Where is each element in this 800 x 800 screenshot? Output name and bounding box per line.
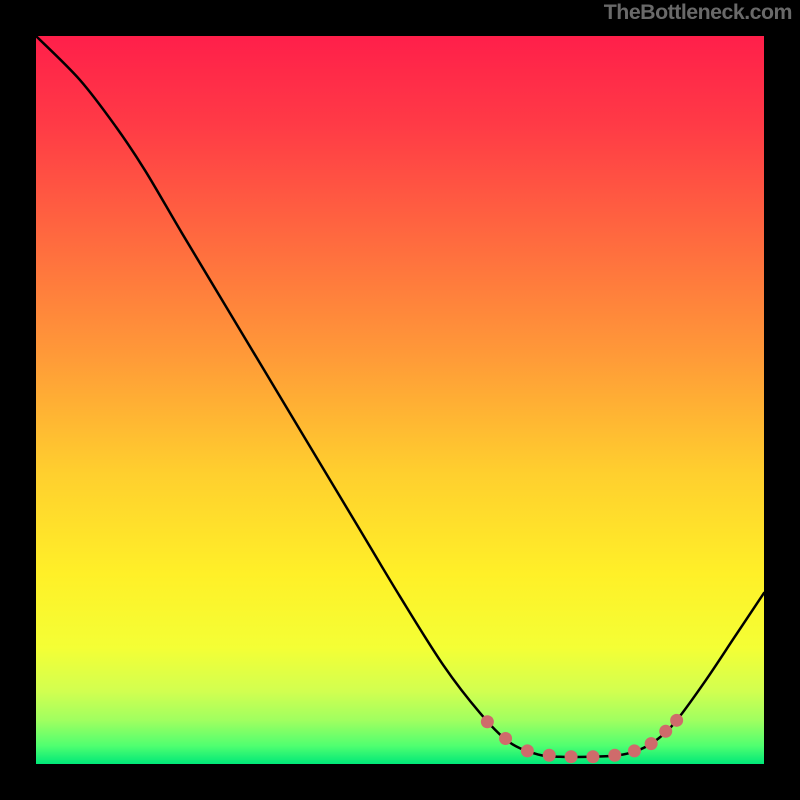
optimal-point-marker bbox=[565, 750, 578, 763]
optimal-point-marker bbox=[659, 725, 672, 738]
optimal-point-marker bbox=[628, 744, 641, 757]
optimal-point-marker bbox=[645, 737, 658, 750]
optimal-point-marker bbox=[608, 749, 621, 762]
optimal-point-marker bbox=[586, 750, 599, 763]
chart-svg bbox=[0, 0, 800, 800]
chart-stage: TheBottleneck.com bbox=[0, 0, 800, 800]
optimal-point-marker bbox=[481, 715, 494, 728]
optimal-point-marker bbox=[499, 732, 512, 745]
optimal-point-marker bbox=[670, 714, 683, 727]
optimal-point-marker bbox=[543, 749, 556, 762]
optimal-point-marker bbox=[521, 744, 534, 757]
plot-background bbox=[36, 36, 764, 764]
